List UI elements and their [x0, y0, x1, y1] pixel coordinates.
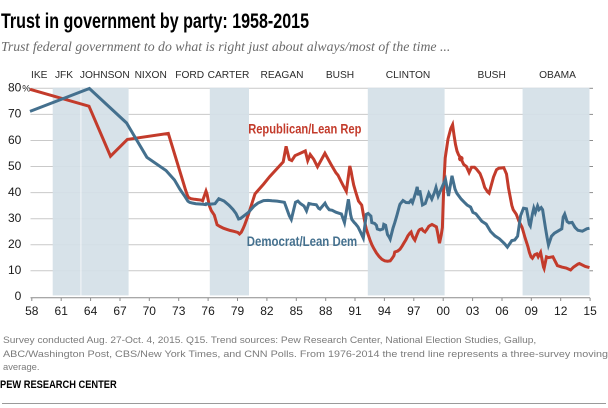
svg-text:30: 30 — [8, 211, 22, 225]
svg-text:06: 06 — [495, 304, 509, 318]
svg-text:20: 20 — [8, 237, 22, 251]
svg-text:15: 15 — [583, 304, 597, 318]
svg-text:NIXON: NIXON — [135, 70, 167, 81]
svg-text:REAGAN: REAGAN — [260, 70, 303, 81]
svg-text:12: 12 — [554, 304, 568, 318]
svg-text:Democrat/Lean Dem: Democrat/Lean Dem — [247, 233, 357, 249]
svg-text:IKE: IKE — [31, 70, 48, 81]
svg-text:79: 79 — [231, 304, 245, 318]
svg-text:BUSH: BUSH — [478, 70, 506, 81]
svg-text:76: 76 — [201, 304, 215, 318]
svg-text:73: 73 — [172, 304, 186, 318]
svg-text:70: 70 — [8, 107, 22, 121]
svg-text:0: 0 — [15, 289, 22, 303]
svg-text:40: 40 — [8, 185, 22, 199]
svg-text:60: 60 — [8, 133, 22, 147]
svg-text:70: 70 — [143, 304, 157, 318]
svg-text:JFK: JFK — [55, 70, 73, 81]
svg-text:CLINTON: CLINTON — [386, 70, 431, 81]
svg-text:FORD: FORD — [175, 70, 204, 81]
svg-text:CARTER: CARTER — [208, 70, 250, 81]
svg-text:67: 67 — [113, 304, 127, 318]
svg-text:85: 85 — [290, 304, 304, 318]
svg-text:50: 50 — [8, 159, 22, 173]
svg-text:88: 88 — [319, 304, 333, 318]
svg-text:82: 82 — [260, 304, 274, 318]
svg-text:%: % — [22, 83, 30, 94]
svg-text:94: 94 — [378, 304, 392, 318]
svg-text:BUSH: BUSH — [326, 70, 354, 81]
svg-text:97: 97 — [407, 304, 421, 318]
svg-text:03: 03 — [466, 304, 480, 318]
svg-text:00: 00 — [437, 304, 451, 318]
svg-text:10: 10 — [8, 263, 22, 277]
svg-text:OBAMA: OBAMA — [539, 70, 576, 81]
svg-text:91: 91 — [348, 304, 362, 318]
svg-text:58: 58 — [25, 304, 39, 318]
svg-text:64: 64 — [84, 304, 98, 318]
svg-text:61: 61 — [55, 304, 69, 318]
svg-text:JOHNSON: JOHNSON — [80, 70, 130, 81]
svg-text:80: 80 — [8, 81, 22, 95]
svg-text:Republican/Lean Rep: Republican/Lean Rep — [248, 120, 361, 136]
svg-text:09: 09 — [525, 304, 539, 318]
